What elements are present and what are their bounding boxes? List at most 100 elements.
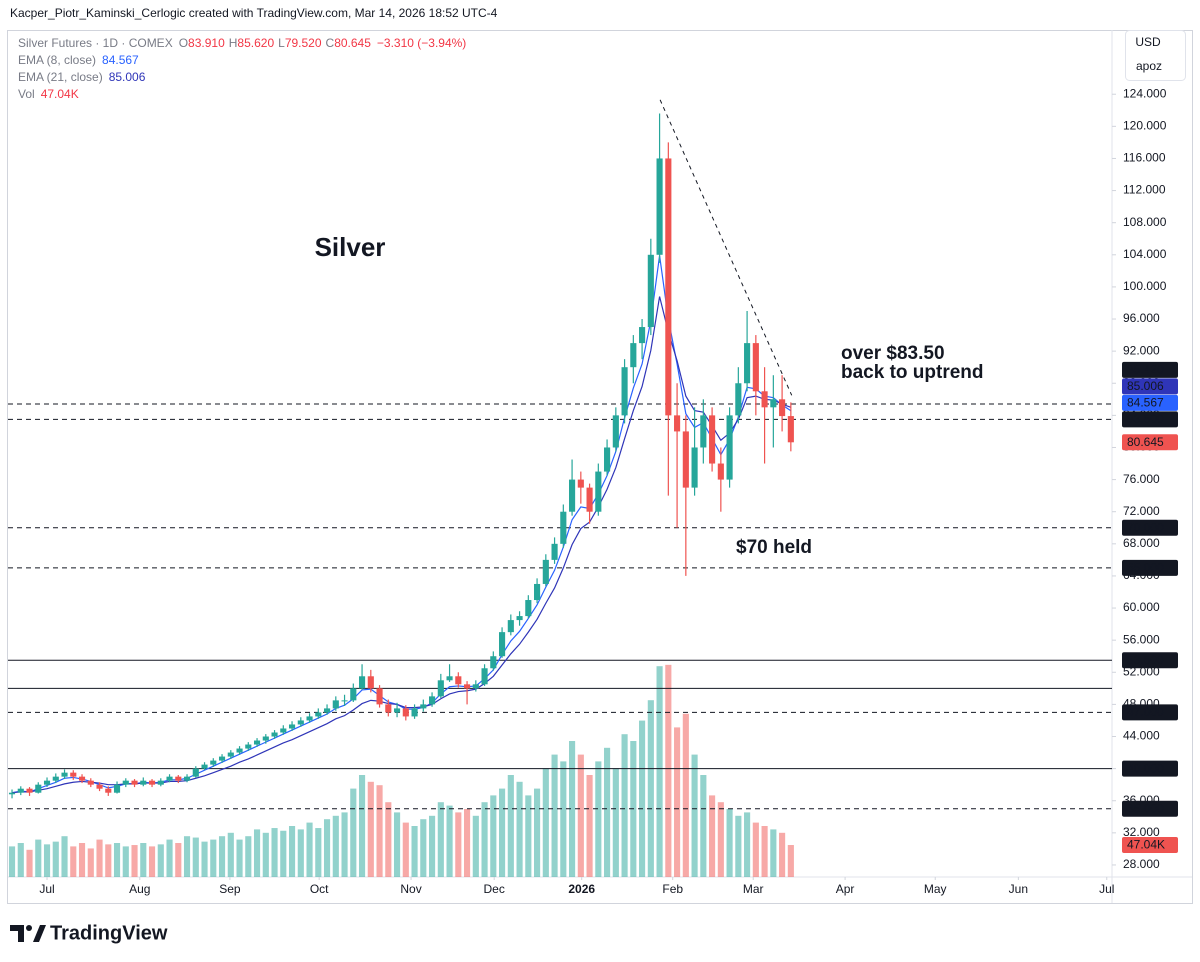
candle-body [490, 656, 497, 669]
volume-bar [700, 775, 707, 877]
volume-bar [288, 826, 296, 877]
price-label-box [1122, 800, 1178, 817]
candle-body [280, 728, 287, 733]
panel-frame [7, 30, 1193, 904]
volume-bar [761, 826, 768, 877]
candle-body [779, 399, 786, 417]
legend-name: EMA (8, close) [18, 53, 96, 67]
candle-body [323, 708, 331, 713]
scale-mode[interactable]: apoz [1136, 59, 1162, 73]
volume-bar [358, 775, 366, 877]
legend-main: Silver Futures · 1D · COMEX O83.910 H85.62… [18, 36, 466, 50]
x-tick-label: Feb [662, 882, 683, 896]
candle-body [499, 632, 506, 657]
price-label-box [1122, 361, 1178, 378]
volume-bar [499, 788, 506, 877]
candle-body [446, 676, 453, 681]
price-label: 47.04K [1127, 838, 1165, 852]
candle-body [201, 764, 208, 769]
volume-bar [35, 839, 42, 877]
candle-body [744, 343, 751, 384]
y-tick-label: 104.000 [1123, 247, 1167, 261]
ohlc-key: O [179, 36, 188, 50]
y-tick-label: 124.000 [1123, 86, 1167, 100]
volume-bar [157, 844, 164, 877]
plot [8, 99, 1112, 877]
y-tick-label: 108.000 [1123, 215, 1167, 229]
volume-bar [227, 832, 234, 877]
legend-value: 47.04K [41, 87, 79, 101]
x-tick-label: Jul [39, 882, 54, 896]
price-label: 83.500 [1127, 412, 1164, 426]
volume-bar [262, 832, 269, 877]
volume-bar [113, 843, 121, 877]
volume-bar [122, 846, 129, 877]
candle-body [560, 511, 567, 544]
volume-bar [26, 849, 33, 877]
currency[interactable]: USD [1135, 35, 1161, 49]
price-label-box [1122, 837, 1178, 854]
candle-body [288, 724, 296, 729]
y-tick-label: 72.000 [1123, 504, 1160, 518]
candle-body [122, 780, 129, 785]
candle-body [429, 696, 436, 705]
legend-name: EMA (21, close) [18, 70, 103, 84]
candle-body [306, 716, 313, 721]
candle-body [630, 343, 637, 368]
price-label-box [1122, 559, 1178, 576]
volume-bar [183, 836, 191, 877]
y-tick-label: 120.000 [1123, 119, 1167, 133]
scale-box[interactable] [1125, 30, 1186, 81]
volume-bar [682, 713, 689, 877]
price-label: 35.000 [1127, 801, 1164, 815]
price-label: 40.000 [1127, 761, 1164, 775]
volume-bar [446, 805, 453, 877]
candle-body [245, 744, 252, 749]
price-label: 85.006 [1127, 379, 1164, 393]
x-tick-label: May [924, 882, 947, 896]
candle-body [78, 776, 86, 781]
candle-body [350, 688, 357, 701]
volume-bar [464, 809, 471, 877]
candle-body [586, 487, 593, 512]
volume-bar [201, 841, 208, 877]
y-tick-label: 56.000 [1123, 632, 1160, 646]
volume-bar [472, 815, 479, 877]
volume-bar [341, 812, 348, 877]
candle-body [262, 736, 269, 741]
candle-body [674, 415, 681, 432]
volume-bar [542, 768, 549, 877]
candle-body [376, 688, 383, 705]
x-tick-label: Apr [836, 882, 855, 896]
candle-body [315, 712, 322, 717]
candle-body [700, 415, 707, 448]
y-tick-label: 96.000 [1123, 311, 1160, 325]
price-label: 85.420 [1127, 363, 1164, 377]
volume-bar [770, 829, 777, 877]
volume-bar [551, 754, 558, 877]
price-label-box [1122, 760, 1178, 777]
candle-body [709, 415, 716, 464]
candle-body [148, 780, 156, 785]
candle-body [70, 772, 77, 777]
volume-bar [656, 666, 663, 877]
volume-bar [709, 795, 716, 877]
logo-mark [26, 925, 32, 931]
candle-body [604, 447, 611, 472]
candle-body [455, 676, 462, 685]
candle-body [464, 684, 471, 689]
candle-body [481, 668, 488, 685]
volume-bar [323, 819, 331, 877]
price-label-box [1122, 434, 1178, 451]
volume-bar [70, 846, 77, 877]
volume-bar [490, 795, 497, 877]
volume-bar [481, 802, 488, 877]
ohlc-value: 80.645 [334, 36, 371, 50]
candle-body [726, 415, 733, 480]
volume-bar [604, 747, 611, 877]
price-label: 47.000 [1127, 705, 1164, 719]
annotation: over $83.50 [841, 343, 945, 364]
candle-body [717, 463, 724, 480]
volume-bar [253, 829, 261, 877]
